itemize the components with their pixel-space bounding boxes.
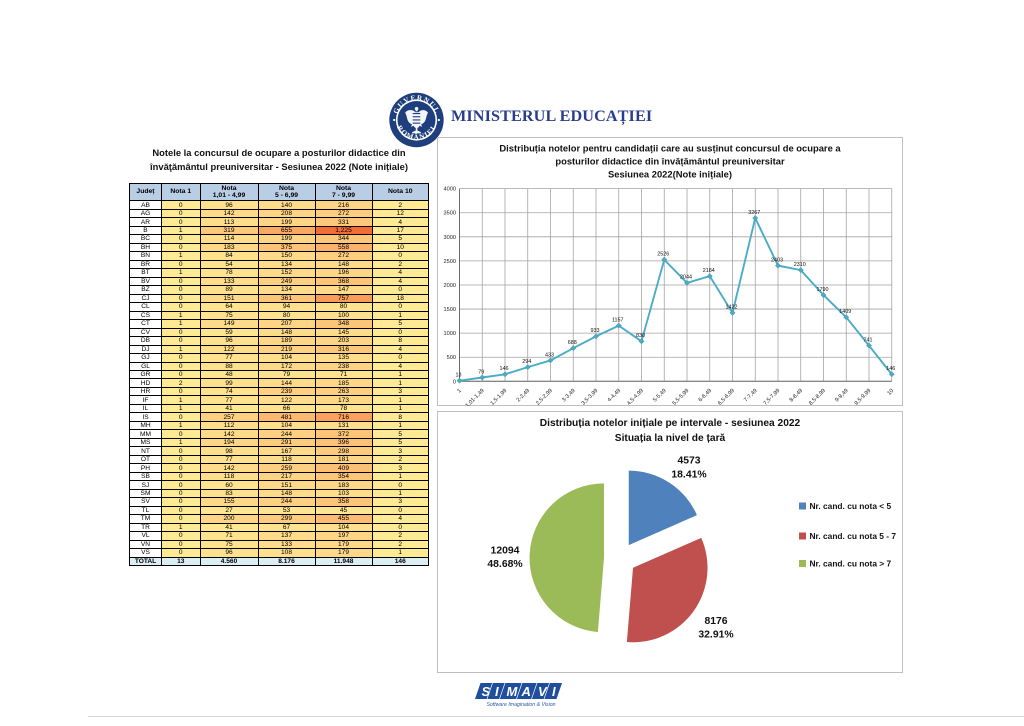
- svg-text:Nr. cand. cu nota > 7: Nr. cand. cu nota > 7: [810, 559, 892, 569]
- svg-text:2403: 2403: [771, 257, 783, 263]
- svg-text:2184: 2184: [703, 268, 715, 274]
- svg-text:S: S: [482, 684, 491, 699]
- svg-text:2000: 2000: [444, 283, 456, 289]
- svg-text:Distribuția notelor inițiale p: Distribuția notelor inițiale pe interval…: [540, 418, 801, 429]
- svg-text:A: A: [521, 684, 531, 699]
- svg-text:Software Imagination & Vision: Software Imagination & Vision: [486, 702, 555, 708]
- svg-text:1157: 1157: [612, 317, 624, 323]
- svg-text:1422: 1422: [726, 305, 738, 311]
- svg-text:3500: 3500: [444, 211, 456, 217]
- svg-text:3000: 3000: [444, 235, 456, 241]
- svg-text:2044: 2044: [680, 275, 692, 281]
- svg-text:13: 13: [456, 372, 462, 378]
- svg-text:48.68%: 48.68%: [487, 559, 522, 570]
- svg-text:79: 79: [478, 369, 484, 375]
- svg-text:1409: 1409: [839, 309, 851, 315]
- svg-text:294: 294: [522, 359, 531, 365]
- svg-text:1000: 1000: [444, 331, 456, 337]
- svg-text:I: I: [495, 684, 499, 699]
- svg-text:4573: 4573: [677, 456, 700, 467]
- svg-text:146: 146: [886, 366, 895, 372]
- svg-text:1790: 1790: [817, 287, 829, 293]
- svg-text:3267: 3267: [748, 210, 760, 216]
- svg-text:posturilor didactice din învăț: posturilor didactice din învățământul pr…: [555, 156, 785, 167]
- svg-text:8176: 8176: [704, 616, 727, 627]
- svg-text:1500: 1500: [444, 307, 456, 313]
- svg-text:Situația la nivel de țară: Situația la nivel de țară: [615, 433, 726, 444]
- svg-text:433: 433: [545, 352, 554, 358]
- svg-text:688: 688: [568, 340, 577, 346]
- svg-text:4000: 4000: [444, 187, 456, 193]
- svg-text:12094: 12094: [491, 546, 520, 557]
- svg-text:32.91%: 32.91%: [698, 630, 733, 641]
- svg-text:10: 10: [887, 388, 896, 397]
- svg-text:Nr. cand. cu nota 5 - 7: Nr. cand. cu nota 5 - 7: [810, 531, 897, 541]
- svg-text:933: 933: [591, 328, 600, 334]
- svg-text:Sesiunea 2022(Note inițiale): Sesiunea 2022(Note inițiale): [608, 169, 732, 180]
- svg-text:M: M: [507, 684, 519, 699]
- svg-text:Nr. cand. cu nota < 5: Nr. cand. cu nota < 5: [810, 501, 892, 511]
- svg-text:I: I: [552, 684, 556, 699]
- svg-text:Distribuția notelor pentru can: Distribuția notelor pentru candidații ca…: [499, 143, 841, 154]
- svg-text:741: 741: [864, 337, 873, 343]
- svg-text:0: 0: [453, 379, 456, 385]
- svg-text:18.41%: 18.41%: [671, 470, 706, 481]
- svg-text:2500: 2500: [444, 259, 456, 265]
- svg-text:830: 830: [636, 333, 645, 339]
- svg-text:2526: 2526: [657, 251, 669, 257]
- svg-text:V: V: [538, 684, 548, 699]
- svg-text:146: 146: [500, 366, 509, 372]
- svg-text:1: 1: [456, 388, 462, 394]
- svg-text:500: 500: [447, 355, 456, 361]
- svg-text:2310: 2310: [794, 262, 806, 268]
